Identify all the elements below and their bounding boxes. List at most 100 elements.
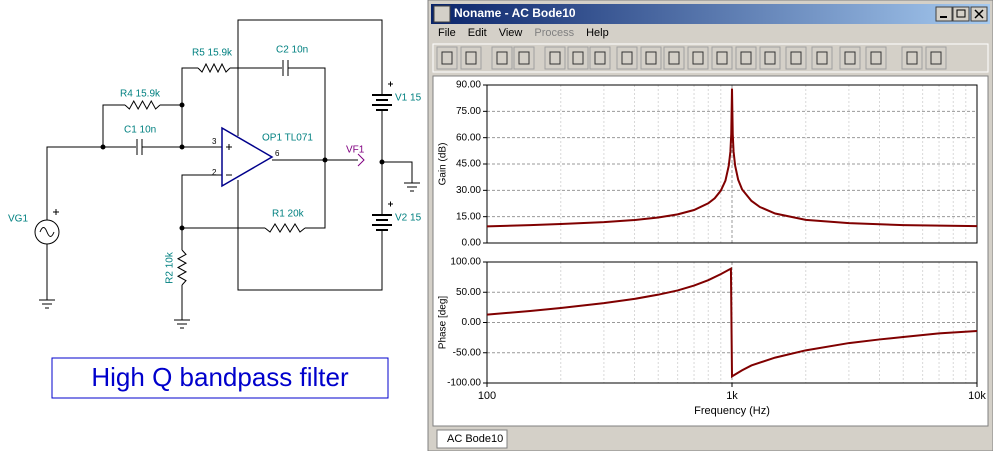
tool-button[interactable] <box>589 46 611 70</box>
caption: High Q bandpass filter <box>91 362 349 392</box>
tool-button[interactable] <box>759 46 781 70</box>
title-bar <box>431 4 990 24</box>
tool-button[interactable] <box>436 46 458 70</box>
source-wave <box>39 227 55 237</box>
component-label: VF1 <box>346 145 365 156</box>
y-tick-label: 0.00 <box>462 238 482 249</box>
y-tick-label: 90.00 <box>456 80 481 91</box>
opamp-signs <box>226 144 232 176</box>
maximize-button[interactable] <box>952 6 970 22</box>
tool-button[interactable] <box>460 46 482 70</box>
tool-icon <box>906 51 918 65</box>
plot-area <box>432 75 989 427</box>
component-label: R4 15.9k <box>120 89 161 100</box>
y-tick-label: 0.00 <box>462 317 482 328</box>
y-tick-label: 15.00 <box>456 211 481 222</box>
tool-button[interactable] <box>925 46 947 70</box>
caption-box <box>51 357 389 399</box>
window: Noname - AC Bode10 File Edit View Process He… <box>427 0 993 451</box>
tab[interactable] <box>436 429 508 449</box>
tool-icon <box>465 51 477 65</box>
y-tick-label: -50.00 <box>453 347 482 358</box>
y-tick-label: 50.00 <box>456 287 481 298</box>
resistor <box>264 223 306 233</box>
junction <box>322 157 328 163</box>
tool-button[interactable] <box>901 46 923 70</box>
tool-button[interactable] <box>687 46 709 70</box>
tool-icon <box>496 51 508 65</box>
tool-icon <box>668 51 680 65</box>
y-tick-label: 30.00 <box>456 185 481 196</box>
component-label: V1 15 <box>395 93 422 104</box>
tool-button[interactable] <box>616 46 638 70</box>
resistor <box>124 99 161 111</box>
tool-icon <box>549 51 561 65</box>
tool-icon <box>716 51 728 65</box>
component-label: R1 20k <box>272 209 305 220</box>
pin-label: 6 <box>275 149 280 158</box>
tool-button[interactable] <box>544 46 566 70</box>
tool-button[interactable] <box>711 46 733 70</box>
tool-button[interactable] <box>811 46 833 70</box>
data-line <box>486 88 978 228</box>
tool-button[interactable] <box>785 46 807 70</box>
tool-icon <box>645 51 657 65</box>
y-tick-label: 45.00 <box>456 159 481 170</box>
data-line <box>486 266 978 379</box>
resistor <box>197 62 231 74</box>
x-tick-label: 10k <box>968 390 986 402</box>
menu-item[interactable]: Edit <box>468 27 487 39</box>
component-label: OP1 TL071 <box>262 133 313 144</box>
component-label: VG1 <box>8 214 28 225</box>
y-axis-label: Gain (dB) <box>438 143 449 186</box>
junction <box>379 159 385 165</box>
junction <box>100 144 106 150</box>
tool-icon <box>764 51 776 65</box>
menu-item[interactable]: File <box>438 27 456 39</box>
tool-button[interactable] <box>513 46 535 70</box>
menu-item[interactable]: Process <box>534 27 574 39</box>
plot-frame <box>486 261 978 384</box>
window-title: Noname - AC Bode10 <box>454 6 576 20</box>
tab-label[interactable]: AC Bode10 <box>447 433 503 445</box>
capacitors <box>136 60 289 155</box>
tool-button[interactable] <box>640 46 662 70</box>
component-label: V2 15 <box>395 213 422 224</box>
pin-label: 3 <box>212 137 217 146</box>
plot-frame <box>486 84 978 244</box>
junction <box>179 102 185 108</box>
window-buttons[interactable] <box>935 6 988 22</box>
tool-button[interactable] <box>839 46 861 70</box>
resistor <box>176 249 188 286</box>
tool-button[interactable] <box>865 46 887 70</box>
close-icon <box>974 9 984 19</box>
tool-button[interactable] <box>663 46 685 70</box>
menu-item[interactable]: View <box>499 27 523 39</box>
tool-icon <box>518 51 530 65</box>
tool-button[interactable] <box>491 46 513 70</box>
tool-icon <box>740 51 752 65</box>
component-label: C2 10n <box>276 45 308 56</box>
minimize-button[interactable] <box>935 6 953 22</box>
tool-button[interactable] <box>735 46 757 70</box>
component-label: C1 10n <box>124 125 156 136</box>
tool-icon <box>441 51 453 65</box>
maximize-icon <box>956 9 966 18</box>
junction <box>179 144 185 150</box>
tool-icon <box>844 51 856 65</box>
schematic <box>34 19 420 329</box>
toolbar-buttons <box>436 46 947 70</box>
tool-icon <box>790 51 802 65</box>
tool-button[interactable] <box>567 46 589 70</box>
x-tick-label: 100 <box>478 390 496 402</box>
menu-item[interactable]: Help <box>586 27 609 39</box>
y-axis-label: Phase [deg] <box>438 296 449 350</box>
x-axis-label: Frequency (Hz) <box>694 405 770 417</box>
y-tick-label: 100.00 <box>450 257 481 268</box>
wires <box>46 19 413 320</box>
charts: 0.00 15.00 30.00 45.00 60.00 75.00 90.00 Gain (… <box>438 80 987 417</box>
tool-icon <box>816 51 828 65</box>
component-label: R2 10k <box>165 251 176 284</box>
menu-bar: File Edit View Process Help <box>438 27 609 39</box>
tool-icon <box>594 51 606 65</box>
